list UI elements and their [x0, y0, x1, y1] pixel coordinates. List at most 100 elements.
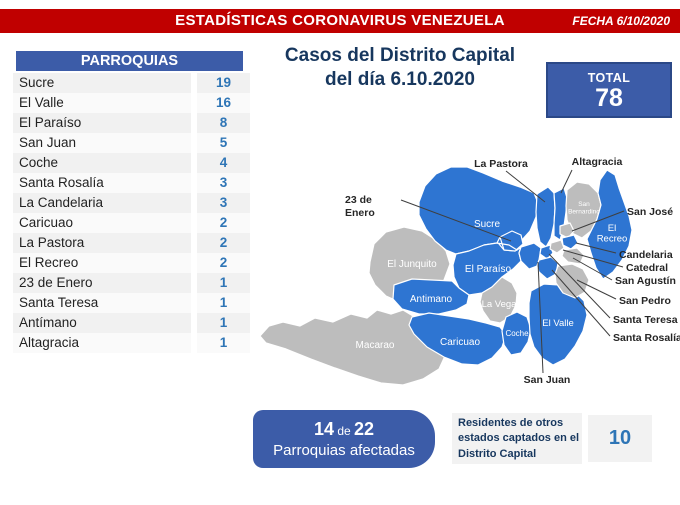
table-row: El Valle 16	[13, 93, 250, 113]
parish-name: La Pastora	[13, 233, 191, 253]
table-row: Antímano 1	[13, 313, 250, 333]
table-column-gap	[191, 193, 197, 213]
table-row: Caricuao 2	[13, 213, 250, 233]
map-callout-label-santa-rosalia: Santa Rosalía	[613, 332, 680, 344]
map-region-label-san-bernardino: San Bernardino	[568, 201, 600, 216]
map-callout-label-santa-teresa: Santa Teresa	[613, 314, 678, 326]
parish-case-count: 2	[197, 253, 250, 273]
map-callout-line-candelaria	[575, 242, 617, 254]
table-row: Coche 4	[13, 153, 250, 173]
other-states-text-line1: Residentes de otros	[458, 417, 564, 429]
map-region-el-paraiso-center	[496, 236, 518, 252]
table-column-gap	[191, 293, 197, 313]
parish-name: El Recreo	[13, 253, 191, 273]
map-region-la-vega	[479, 276, 518, 324]
map-callout-line-san-agustin	[572, 257, 613, 281]
affected-connector: de	[337, 424, 351, 438]
map-callout-label-san-pedro: San Pedro	[619, 295, 671, 307]
parish-name: Altagracia	[13, 333, 191, 353]
table-column-gap	[191, 253, 197, 273]
parish-table-header: PARROQUIAS	[16, 51, 243, 71]
table-column-gap	[191, 133, 197, 153]
table-row: El Paraíso 8	[13, 113, 250, 133]
map-region-candelaria	[561, 234, 579, 250]
total-label: TOTAL	[587, 71, 631, 85]
map-callout-line-catedral	[562, 249, 624, 268]
other-states-text-line2: estados captados en el	[458, 432, 580, 445]
table-column-gap	[191, 233, 197, 253]
map-region-label-caricuao: Caricuao	[440, 337, 480, 348]
parish-table: PARROQUIAS Sucre 19 El Valle 16 El Paraíso 8 S…	[13, 51, 250, 353]
banner-title: ESTADÍSTICAS CORONAVIRUS VENEZUELA	[175, 12, 505, 29]
map-callout-line-23-de-enero	[400, 199, 512, 242]
affected-total: 22	[354, 419, 375, 439]
parish-name: El Valle	[13, 93, 191, 113]
other-states-text: Residentes de otros estados captados en …	[452, 413, 582, 464]
map-callout-line-san-pedro	[576, 279, 617, 300]
affected-count: 14	[313, 419, 334, 439]
parish-case-count: 8	[197, 113, 250, 133]
banner-date: FECHA 6/10/2020	[572, 14, 670, 28]
table-row: La Pastora 2	[13, 233, 250, 253]
map-callout-label-catedral: Catedral	[626, 262, 668, 274]
table-column-gap	[191, 313, 197, 333]
parish-name: Santa Teresa	[13, 293, 191, 313]
map-callout-label-altagracia: Altagracia	[572, 156, 623, 168]
map-region-san-pedro	[554, 263, 590, 299]
table-column-gap	[191, 213, 197, 233]
map-callout-label-la-pastora: La Pastora	[474, 158, 528, 170]
parish-name: Santa Rosalía	[13, 173, 191, 193]
map-region-label-el-paraiso: El Paraíso	[465, 264, 512, 275]
other-states-text-line3: Distrito Capital	[458, 447, 537, 460]
table-column-gap	[191, 273, 197, 293]
map-callout-line-altagracia	[560, 169, 573, 194]
map-region-label-sucre: Sucre	[474, 219, 501, 230]
parish-name: 23 de Enero	[13, 273, 191, 293]
map-region-label-antimano: Antimano	[410, 294, 453, 305]
table-row: La Candelaria 3	[13, 193, 250, 213]
affected-summary-box: 14 de 22 Parroquias afectadas	[253, 410, 435, 468]
parish-name: El Paraíso	[13, 113, 191, 133]
map-region-caricuao	[408, 312, 507, 366]
table-column-gap	[191, 333, 197, 353]
map-region-coche	[501, 311, 532, 356]
parish-name: San Juan	[13, 133, 191, 153]
parish-name: Caricuao	[13, 213, 191, 233]
table-column-gap	[191, 113, 197, 133]
parish-case-count: 1	[197, 273, 250, 293]
map-callout-label-san-juan: San Juan	[524, 374, 571, 386]
parish-case-count: 3	[197, 173, 250, 193]
table-column-gap	[191, 153, 197, 173]
map-region-label-el-valle: El Valle	[542, 318, 574, 329]
total-box: TOTAL 78	[546, 62, 672, 118]
parish-case-count: 1	[197, 333, 250, 353]
table-row: Santa Rosalía 3	[13, 173, 250, 193]
parish-case-count: 16	[197, 93, 250, 113]
other-states-count: 10	[588, 415, 652, 462]
map-callout-label-23-de-enero: 23 de Enero	[345, 194, 375, 219]
map-callout-line-san-juan	[537, 261, 544, 374]
map-callout-line-san-jose	[571, 210, 625, 232]
map-region-el-paraiso	[452, 242, 522, 296]
map-region-la-pastora	[535, 186, 556, 248]
map-callout-line-santa-teresa	[548, 253, 611, 319]
parish-case-count: 1	[197, 313, 250, 333]
total-value: 78	[595, 84, 623, 112]
map-callout-label-candelaria: Candelaria	[619, 249, 673, 261]
map-callout-label-san-agustin: San Agustín	[615, 275, 676, 287]
parish-case-count: 3	[197, 193, 250, 213]
page-title: Casos del Distrito Capital del día 6.10.…	[262, 44, 538, 93]
map-region-label-el-recreo: El Recreo	[597, 223, 628, 245]
table-column-gap	[191, 173, 197, 193]
distrito-capital-map: Macarao El Junquito Sucre El Paraíso La Vega…	[259, 156, 680, 386]
map-region-antimano	[392, 278, 470, 315]
map-region-label-el-junquito: El Junquito	[387, 259, 437, 270]
parish-name: Sucre	[13, 73, 191, 93]
map-region-el-recreo	[586, 169, 633, 280]
map-region-label-coche: Coche	[505, 329, 529, 338]
map-callout-line-santa-rosalia	[551, 269, 611, 337]
parish-case-count: 19	[197, 73, 250, 93]
affected-caption: Parroquias afectadas	[273, 442, 415, 459]
map-region-san-jose	[559, 222, 575, 239]
